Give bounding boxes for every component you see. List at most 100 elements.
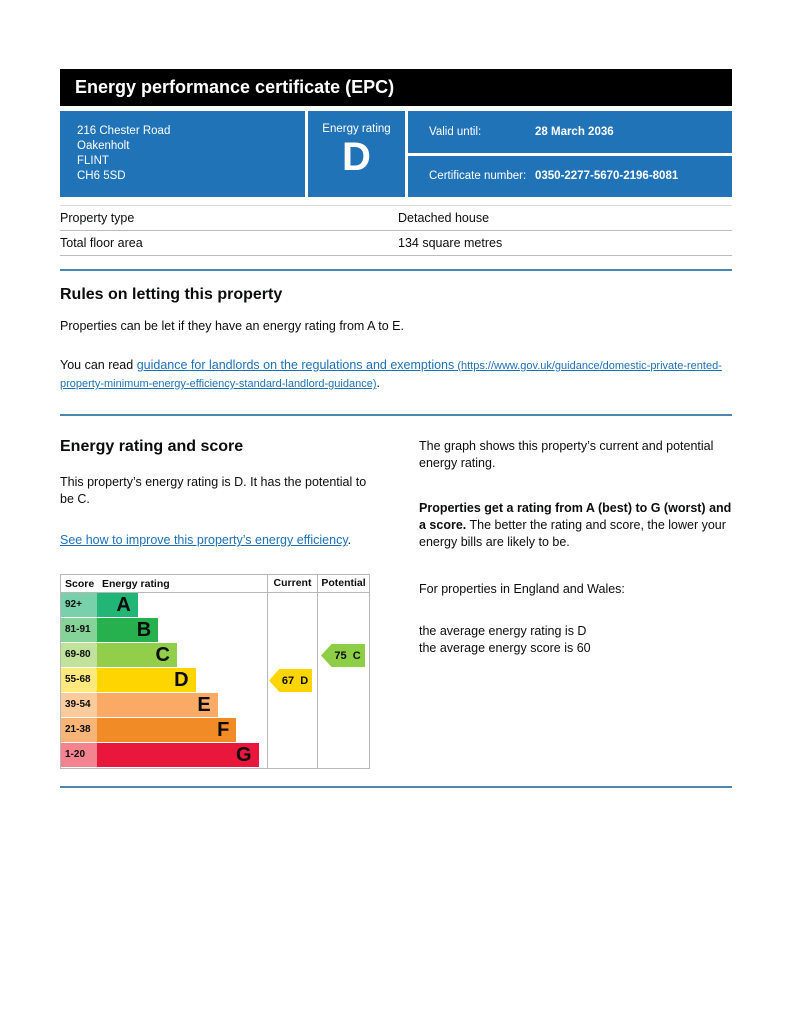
table-row: Property type Detached house — [60, 205, 732, 231]
england-wales-paragraph: For properties in England and Wales: — [419, 582, 625, 596]
rules-heading: Rules on letting this property — [60, 286, 283, 303]
band-bar-track: C — [97, 643, 267, 668]
band-score-range: 81-91 — [61, 618, 97, 642]
property-address: 216 Chester Road Oakenholt FLINT CH6 5SD — [60, 111, 305, 197]
current-column-cell — [267, 593, 317, 618]
energy-rating-label: Energy rating — [322, 123, 391, 135]
band-bar-track: E — [97, 693, 267, 718]
property-type-label: Property type — [60, 211, 135, 225]
rating-heading: Energy rating and score — [60, 438, 244, 455]
rules-guidance-paragraph: You can read guidance for landlords on t… — [60, 357, 732, 393]
energy-rating-box: Energy rating D — [308, 111, 405, 197]
band-bar: B — [97, 618, 159, 642]
current-column-cell — [267, 618, 317, 643]
rating-explainer-rest: The better the rating and score, the low… — [419, 518, 726, 549]
improve-efficiency-link[interactable]: See how to improve this property’s energ… — [60, 533, 348, 547]
band-letter: D — [174, 669, 189, 691]
average-rating-line: the average energy rating is D — [419, 624, 587, 638]
epc-band-row: 55-68 D — [61, 668, 369, 693]
rules-guidance-prefix: You can read — [60, 358, 137, 372]
band-bar: F — [97, 718, 237, 742]
section-divider — [60, 269, 732, 271]
valid-until-value: 28 March 2036 — [535, 125, 614, 138]
band-bar: A — [97, 593, 138, 617]
band-bar: D — [97, 668, 196, 692]
section-divider — [60, 786, 732, 788]
rating-column-header: Energy rating — [102, 577, 170, 590]
current-column-cell — [267, 668, 317, 693]
table-row: Total floor area 134 square metres — [60, 231, 732, 256]
band-score-range: 92+ — [61, 593, 97, 617]
potential-rating-arrow: 75 C — [321, 644, 365, 667]
valid-until-label: Valid until: — [429, 125, 482, 138]
averages-paragraph: the average energy rating is D the avera… — [419, 623, 732, 657]
band-bar-track: B — [97, 618, 267, 643]
address-line-2: Oakenholt — [77, 140, 130, 152]
band-bar: E — [97, 693, 218, 717]
band-score-range: 1-20 — [61, 743, 97, 767]
address-line-3: FLINT — [77, 155, 109, 167]
potential-column-cell — [317, 718, 369, 743]
average-score-line: the average energy score is 60 — [419, 641, 591, 655]
rating-right-column: The graph shows this property’s current … — [419, 438, 732, 657]
epc-chart-header: Score Energy rating Current Potential — [61, 575, 369, 593]
landlord-guidance-link-text: guidance for landlords on the regulation… — [136, 358, 455, 372]
band-letter: E — [197, 694, 211, 716]
landlord-guidance-link-url: (https://www.gov.uk/guidance/domestic-pr… — [60, 360, 722, 390]
band-bar-track: G — [97, 743, 267, 768]
potential-column-header: Potential — [317, 575, 369, 592]
current-rating-arrow: 67 D — [269, 669, 312, 692]
band-score-range: 69-80 — [61, 643, 97, 667]
rating-explainer-paragraph: Properties get a rating from A (best) to… — [419, 500, 732, 551]
epc-chart-rows: 92+ A 81-91 B 69-80 C 55-68 D 39-54 E 21-38 F 1-20 G — [61, 593, 369, 768]
rating-explainer-bold: Properties get a rating from A (best) to… — [419, 501, 732, 532]
band-score-range: 55-68 — [61, 668, 97, 692]
current-column-cell — [267, 693, 317, 718]
current-column-cell — [267, 743, 317, 768]
improve-link-suffix: . — [347, 533, 352, 547]
band-letter: F — [217, 719, 230, 741]
band-bar: G — [97, 743, 259, 767]
address-line-1: 216 Chester Road — [77, 125, 171, 137]
page-title: Energy performance certificate (EPC) — [60, 69, 732, 106]
potential-column-cell — [317, 693, 369, 718]
rules-guidance-suffix: . — [376, 376, 380, 390]
current-column-header: Current — [267, 575, 317, 592]
energy-rating-value: D — [342, 135, 371, 179]
band-bar-track: F — [97, 718, 267, 743]
rating-summary-paragraph: This property’s energy rating is D. It h… — [60, 475, 367, 506]
section-divider — [60, 414, 732, 416]
band-bar-track: A — [97, 593, 267, 618]
potential-column-cell — [317, 593, 369, 618]
epc-band-row: 81-91 B — [61, 618, 369, 643]
epc-band-row: 21-38 F — [61, 718, 369, 743]
graph-description-paragraph: The graph shows this property’s current … — [419, 439, 714, 470]
address-line-4: CH6 5SD — [77, 170, 126, 182]
epc-band-row: 92+ A — [61, 593, 369, 618]
band-bar-track: D — [97, 668, 267, 693]
potential-column-cell — [317, 668, 369, 693]
band-letter: C — [155, 644, 170, 666]
epc-band-row: 69-80 C — [61, 643, 369, 668]
band-score-range: 21-38 — [61, 718, 97, 742]
certificate-meta: Valid until: 28 March 2036 Certificate n… — [408, 111, 732, 197]
potential-column-cell — [317, 643, 369, 668]
band-bar: C — [97, 643, 177, 667]
landlord-guidance-link[interactable]: guidance for landlords on the regulation… — [60, 358, 722, 390]
floor-area-value: 134 square metres — [398, 236, 503, 250]
rules-paragraph: Properties can be let if they have an en… — [60, 319, 404, 333]
score-column-header: Score — [65, 577, 95, 590]
epc-band-row: 1-20 G — [61, 743, 369, 768]
property-type-value: Detached house — [398, 211, 490, 225]
potential-column-cell — [317, 618, 369, 643]
certificate-number-row: Certificate number: 0350-2277-5670-2196-… — [408, 155, 732, 197]
rating-section: Energy rating and score This property’s … — [60, 438, 732, 769]
epc-page: Energy performance certificate (EPC) 216… — [60, 69, 732, 788]
certificate-number-value: 0350-2277-5670-2196-8081 — [535, 170, 679, 183]
rating-left-column: Energy rating and score This property’s … — [60, 438, 372, 769]
floor-area-label: Total floor area — [60, 236, 143, 250]
band-letter: B — [136, 619, 152, 641]
band-letter: A — [116, 594, 131, 616]
improve-paragraph: See how to improve this property’s energ… — [60, 532, 372, 549]
epc-rating-chart: Score Energy rating Current Potential 92… — [60, 574, 370, 769]
